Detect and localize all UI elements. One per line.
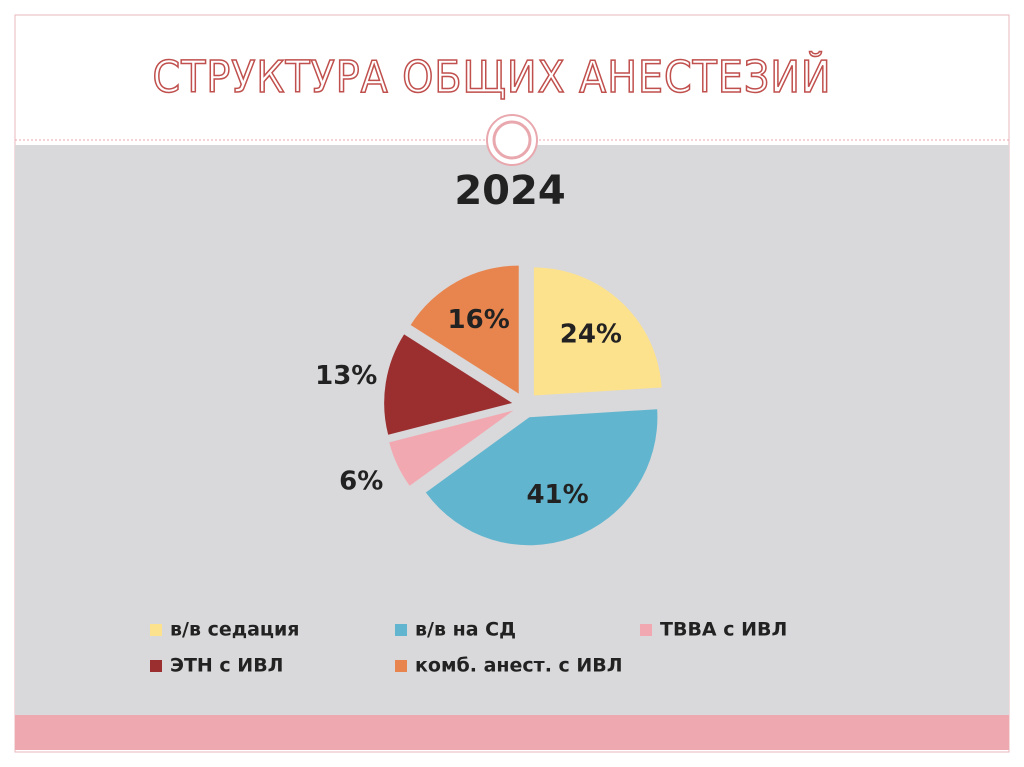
legend-label: комб. анест. с ИВЛ <box>415 655 623 677</box>
chart-title: 2024 <box>454 168 565 214</box>
data-label: 16% <box>448 305 510 335</box>
pie-slice <box>425 409 658 546</box>
legend-label: в/в на СД <box>415 619 516 641</box>
data-label: 6% <box>339 467 383 497</box>
legend-swatch <box>395 624 407 636</box>
pie-slice <box>389 410 514 486</box>
data-label: 13% <box>315 361 377 391</box>
slide-title: СТРУКТУРА ОБЩИХ АНЕСТЕЗИЙ <box>153 50 832 103</box>
legend-swatch <box>150 660 162 672</box>
legend-swatch <box>640 624 652 636</box>
pie-slice <box>384 334 513 435</box>
ornament <box>492 120 532 160</box>
footer-band <box>15 715 1009 750</box>
pie-slice <box>533 267 662 396</box>
legend-label: в/в седация <box>170 619 300 641</box>
data-label: 24% <box>560 319 622 349</box>
data-label: 41% <box>526 480 588 510</box>
legend-label: ЭТН с ИВЛ <box>170 655 283 677</box>
legend-swatch <box>150 624 162 636</box>
legend-swatch <box>395 660 407 672</box>
legend-label: ТВВА с ИВЛ <box>660 619 787 641</box>
pie-slice <box>410 265 519 394</box>
